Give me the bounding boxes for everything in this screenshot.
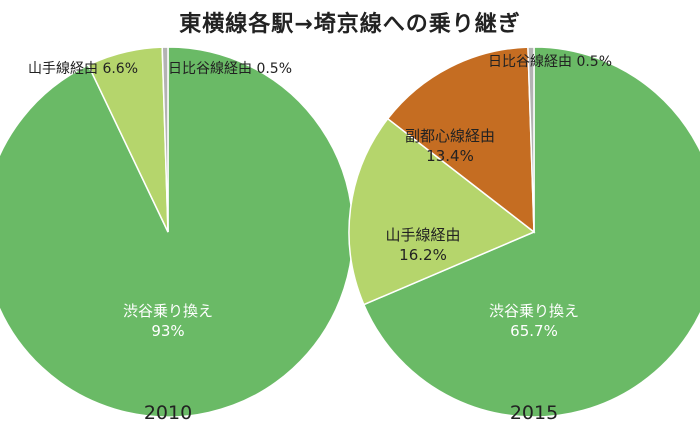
callout-label-2010-1: 山手線経由 6.6% xyxy=(28,61,138,77)
slice-value-2015-2: 13.4% xyxy=(426,147,474,165)
callout-label-2010-2: 日比谷線経由 0.5% xyxy=(168,61,292,77)
chart-title: 東横線各駅→埼京線への乗り継ぎ xyxy=(179,12,521,37)
slice-label-2010-0: 渋谷乗り換え xyxy=(123,302,213,320)
slice-value-2010-0: 93% xyxy=(151,322,184,340)
callout-label-2015-3: 日比谷線経由 0.5% xyxy=(488,54,612,70)
slice-label-2015-0: 渋谷乗り換え xyxy=(489,302,579,320)
pie-slice-2010-2 xyxy=(161,46,169,233)
pie-slice-2015-1 xyxy=(348,117,536,306)
year-label-2010: 2010 xyxy=(143,402,193,424)
pie-slice-2015-0 xyxy=(362,46,700,418)
year-label-2015: 2015 xyxy=(509,402,559,424)
slice-value-2015-1: 16.2% xyxy=(399,246,447,264)
slice-label-2015-2: 副都心線経由 xyxy=(405,127,495,145)
slice-label-2015-1: 山手線経由 xyxy=(385,226,460,244)
slice-value-2015-0: 65.7% xyxy=(510,322,558,340)
pie-slice-2010-0 xyxy=(0,46,354,418)
pie-slice-2015-2 xyxy=(386,46,535,234)
pie-slice-2015-3 xyxy=(527,46,535,233)
